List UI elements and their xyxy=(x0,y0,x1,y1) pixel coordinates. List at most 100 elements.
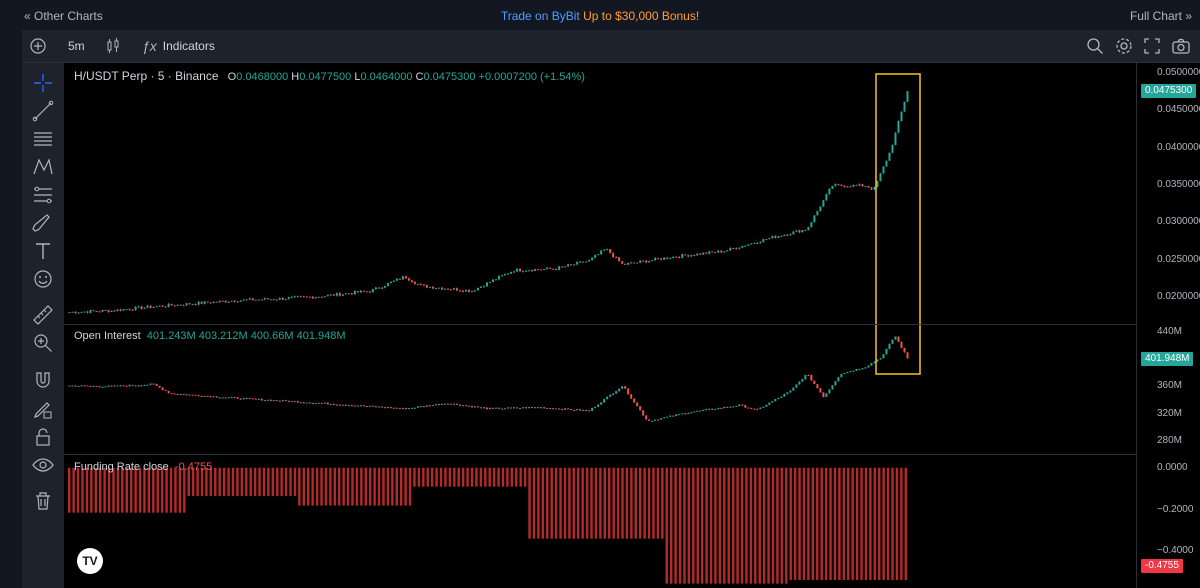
fib-icon[interactable] xyxy=(31,127,55,151)
funding-title[interactable]: Funding Rate close xyxy=(74,461,169,473)
candle-body xyxy=(858,184,861,186)
pattern-icon[interactable] xyxy=(31,155,55,179)
snapshot-button[interactable] xyxy=(1172,30,1190,62)
trash-icon[interactable] xyxy=(31,489,55,513)
add-symbol-button[interactable] xyxy=(30,30,46,62)
candle-body xyxy=(179,304,182,306)
funding-bar xyxy=(771,467,775,584)
candle-body xyxy=(125,309,128,311)
candle-body xyxy=(822,392,825,397)
tradingview-logo[interactable]: TV xyxy=(77,548,103,574)
oi-title[interactable]: Open Interest xyxy=(74,330,141,342)
candle-body xyxy=(747,244,750,246)
candle-body xyxy=(347,405,350,407)
lock-icon[interactable] xyxy=(31,425,55,449)
candle-body xyxy=(128,309,131,311)
funding-bar xyxy=(652,467,655,539)
chart-type-button[interactable] xyxy=(106,30,120,62)
funding-bar xyxy=(240,467,244,497)
funding-bar xyxy=(523,467,527,487)
funding-bar xyxy=(222,467,226,497)
funding-bar xyxy=(448,467,452,487)
funding-bar xyxy=(404,467,407,506)
candle-body xyxy=(819,206,822,212)
candle-body xyxy=(735,405,738,407)
promo-link[interactable]: Trade on ByBit xyxy=(500,9,580,23)
axis-label: 0.0450000 xyxy=(1157,104,1200,115)
candle-body xyxy=(263,400,266,402)
chart-plot[interactable] xyxy=(64,63,1136,588)
candle-body xyxy=(639,260,642,263)
ruler-icon[interactable] xyxy=(31,303,55,327)
candle-body xyxy=(675,414,678,417)
text-icon[interactable] xyxy=(31,239,55,263)
candle-body xyxy=(302,402,305,404)
funding-bar xyxy=(882,467,885,581)
candle-body xyxy=(386,407,389,409)
full-chart-link[interactable]: Full Chart » xyxy=(1129,9,1192,23)
candle-body xyxy=(89,310,92,313)
chart-canvas[interactable]: H/USDT Perp · 5 · Binance O0.0468000 H0.… xyxy=(64,63,1136,588)
candle-body xyxy=(239,398,242,400)
promo-bonus-text[interactable]: Up to $30,000 Bonus! xyxy=(583,9,700,23)
candle-body xyxy=(642,410,645,416)
funding-bar xyxy=(395,467,398,506)
funding-bar xyxy=(515,467,518,487)
candle-body xyxy=(882,166,885,174)
candle-body xyxy=(98,311,101,313)
candle-body xyxy=(119,309,122,311)
other-charts-link[interactable]: « Other Charts xyxy=(24,9,103,23)
candle-body xyxy=(540,407,543,409)
candle-body xyxy=(753,242,756,244)
settings-button[interactable] xyxy=(1115,30,1133,62)
indicators-button[interactable]: ƒx Indicators xyxy=(142,30,215,62)
candle-body xyxy=(86,311,89,313)
pane-separator[interactable] xyxy=(64,454,1136,455)
search-button[interactable] xyxy=(1086,30,1104,62)
candle-body xyxy=(197,301,200,305)
promo-banner[interactable]: Trade on ByBit Up to $30,000 Bonus! xyxy=(0,9,1200,23)
candle-body xyxy=(510,271,513,274)
candle-body xyxy=(807,227,810,231)
candle-body xyxy=(275,400,278,402)
funding-bar xyxy=(258,467,261,497)
magnet-icon[interactable] xyxy=(31,369,55,393)
pane-separator[interactable] xyxy=(64,324,1136,325)
fullscreen-button[interactable] xyxy=(1144,30,1160,62)
candle-body xyxy=(464,289,467,292)
candle-body xyxy=(206,395,209,397)
candle-body xyxy=(395,407,398,409)
lock-draw-icon[interactable] xyxy=(31,397,55,421)
candle-body xyxy=(74,385,77,387)
candle-body xyxy=(846,186,849,188)
eye-icon[interactable] xyxy=(31,453,55,477)
candle-body xyxy=(867,186,870,188)
brush-icon[interactable] xyxy=(31,211,55,235)
interval-button[interactable]: 5m xyxy=(68,30,85,62)
zoom-in-icon[interactable] xyxy=(31,331,55,355)
emoji-icon[interactable] xyxy=(31,267,55,291)
symbol-title[interactable]: H/USDT Perp · 5 · Binance xyxy=(74,69,219,83)
highlight-rectangle[interactable] xyxy=(875,73,921,375)
price-axis[interactable]: 0.0500000 0.0450000 0.0400000 0.0350000 … xyxy=(1136,63,1200,588)
trend-line-icon[interactable] xyxy=(31,99,55,123)
candle-body xyxy=(95,385,98,387)
candle-body xyxy=(645,415,648,420)
candle-body xyxy=(218,397,221,399)
projection-icon[interactable] xyxy=(31,183,55,207)
candle-body xyxy=(293,296,296,298)
funding-bar xyxy=(466,467,469,487)
candle-body xyxy=(440,287,443,290)
funding-bar xyxy=(811,467,815,581)
candle-body xyxy=(203,301,206,304)
crosshair-icon[interactable] xyxy=(31,71,55,95)
funding-bar xyxy=(289,467,292,497)
candle-body xyxy=(621,386,624,389)
funding-bar xyxy=(758,467,761,584)
candle-body xyxy=(338,404,341,406)
funding-bar xyxy=(608,467,611,539)
funding-bar xyxy=(333,467,337,506)
candle-body xyxy=(666,416,669,418)
funding-bar xyxy=(855,467,859,581)
candle-body xyxy=(221,300,224,302)
